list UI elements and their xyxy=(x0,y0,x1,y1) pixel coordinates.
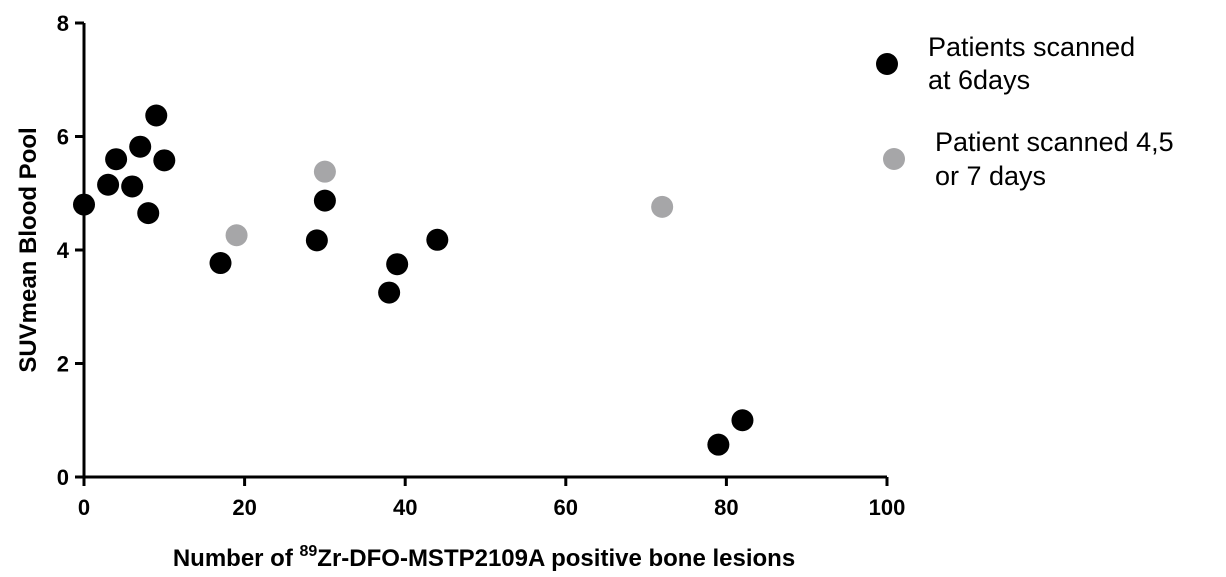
data-point-6days xyxy=(105,148,128,171)
legend: Patients scanned at 6days Patient scanne… xyxy=(876,32,1174,191)
data-point-6days xyxy=(97,173,120,196)
data-point-6days xyxy=(731,409,754,432)
data-points xyxy=(73,104,754,456)
x-axis-title-superscript: 89 xyxy=(300,543,318,560)
data-point-6days xyxy=(707,433,730,456)
x-tick-label: 40 xyxy=(393,495,417,520)
axes xyxy=(82,23,887,479)
data-point-4-5-7days xyxy=(313,160,336,183)
y-tick-label: 6 xyxy=(57,125,69,150)
data-point-6days xyxy=(313,189,336,212)
legend-entry-patients-6days: Patients scanned at 6days xyxy=(876,32,1135,95)
x-tick-label: 80 xyxy=(714,495,738,520)
x-tick-label: 0 xyxy=(78,495,90,520)
y-tick-label: 4 xyxy=(57,238,70,263)
data-point-6days xyxy=(121,175,144,198)
y-tick-label: 8 xyxy=(57,11,69,36)
x-tick-label: 100 xyxy=(869,495,906,520)
legend-label-line-1: Patient scanned 4,5 xyxy=(935,127,1174,157)
data-point-6days xyxy=(378,281,401,304)
data-point-6days xyxy=(145,104,168,127)
ticks: 0 20 40 60 80 100 0 2 4 6 8 xyxy=(57,11,906,520)
legend-label-line-1: Patients scanned xyxy=(928,32,1135,62)
data-point-4-5-7days xyxy=(225,224,248,247)
data-point-4-5-7days xyxy=(651,195,674,218)
legend-marker-black xyxy=(876,53,898,75)
data-point-6days xyxy=(426,228,449,251)
x-axis-title-prefix: Number of xyxy=(173,545,300,572)
data-point-6days xyxy=(386,253,409,276)
x-tick-label: 60 xyxy=(554,495,578,520)
data-point-6days xyxy=(73,193,95,216)
data-point-6days xyxy=(305,229,328,252)
legend-label-line-2: or 7 days xyxy=(935,161,1046,191)
legend-entry-patient-4-5-7days: Patient scanned 4,5 or 7 days xyxy=(883,127,1174,191)
x-axis-title-main: Zr-DFO-MSTP2109A positive bone lesions xyxy=(317,545,795,572)
x-tick-label: 20 xyxy=(232,495,256,520)
data-point-6days xyxy=(137,202,160,225)
x-axis-title: Number of 89Zr-DFO-MSTP2109A positive bo… xyxy=(173,543,795,572)
data-point-6days xyxy=(209,252,232,275)
data-point-6days xyxy=(129,135,152,158)
legend-label-line-2: at 6days xyxy=(928,65,1030,95)
data-point-6days xyxy=(153,149,176,172)
legend-marker-grey xyxy=(883,148,905,170)
y-tick-label: 0 xyxy=(57,465,69,490)
y-axis-title: SUVmean Blood Pool xyxy=(15,127,42,372)
y-tick-label: 2 xyxy=(57,352,69,377)
